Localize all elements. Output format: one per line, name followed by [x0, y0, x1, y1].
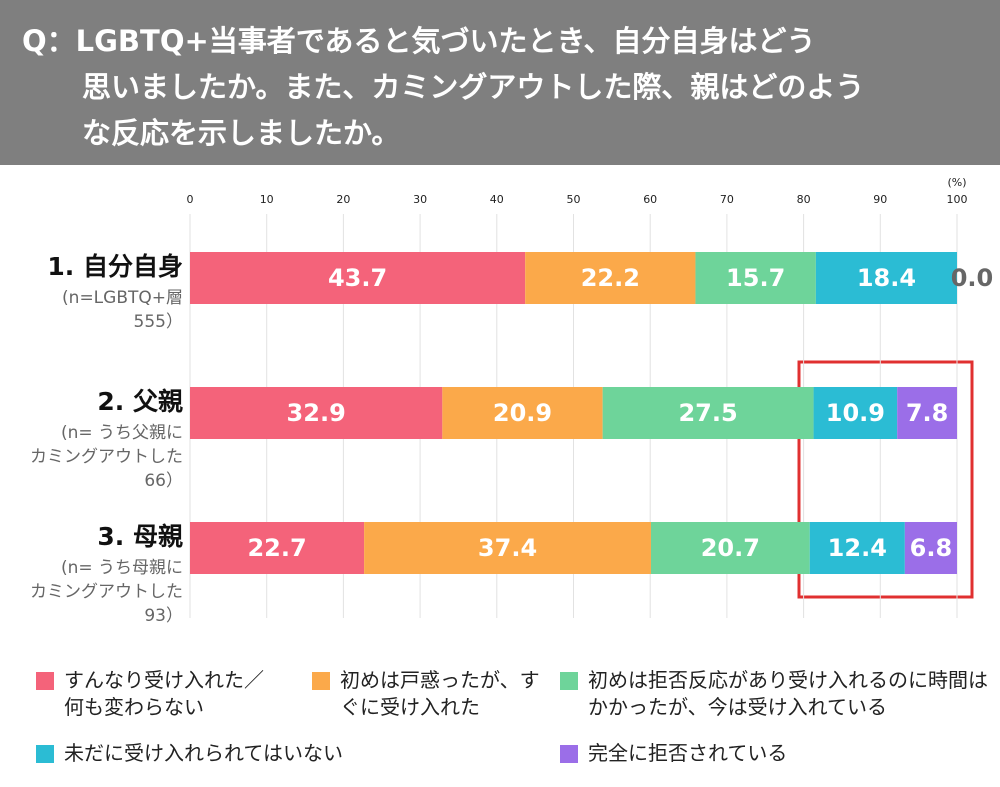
value-label: 15.7 — [726, 264, 785, 292]
value-label: 37.4 — [478, 534, 537, 562]
category-note: 555） — [134, 312, 183, 332]
legend-swatch — [312, 672, 330, 690]
bar-segment — [442, 387, 603, 439]
x-tick-label: 40 — [490, 193, 504, 206]
x-tick-label: 100 — [947, 193, 968, 206]
title-line: な反応を示しましたか。 — [82, 116, 401, 150]
value-label: 43.7 — [328, 264, 387, 292]
category-note: (n= うち父親に — [61, 423, 183, 443]
value-label: 32.9 — [287, 399, 346, 427]
legend-swatch — [560, 672, 578, 690]
bar-segment — [904, 522, 957, 574]
bar-segment — [815, 252, 957, 304]
value-label: 27.5 — [678, 399, 737, 427]
x-tick-label: 20 — [336, 193, 350, 206]
x-tick-label: 70 — [720, 193, 734, 206]
value-label: 20.9 — [493, 399, 552, 427]
bar-segment — [695, 252, 816, 304]
x-tick-label: 50 — [567, 193, 581, 206]
bar-segment — [602, 387, 814, 439]
bar-segment — [364, 522, 651, 574]
bar-segment — [897, 387, 957, 439]
x-tick-label: 60 — [643, 193, 657, 206]
bar-segment — [650, 522, 810, 574]
category-label: 2. 父親 — [97, 387, 183, 416]
x-unit: (%) — [947, 176, 966, 189]
x-tick-label: 80 — [797, 193, 811, 206]
legend-label: 完全に拒否されている — [588, 741, 788, 765]
category-note: カミングアウトした — [30, 582, 183, 602]
legend-label: 未だに受け入れられてはいない — [64, 741, 343, 765]
value-label: 18.4 — [857, 264, 916, 292]
legend-label: 初めは拒否反応があり受け入れるのに時間はかかったが、今は受け入れている — [588, 668, 988, 719]
category-note: 93） — [144, 606, 183, 626]
title-line: Q：LGBTQ+当事者であると気づいたとき、自分自身はどう — [22, 24, 816, 58]
bar-segment — [525, 252, 696, 304]
x-tick-label: 0 — [187, 193, 194, 206]
bar-segment — [809, 522, 905, 574]
value-label: 22.7 — [247, 534, 306, 562]
value-label: 20.7 — [701, 534, 760, 562]
value-label: 7.8 — [906, 399, 949, 427]
category-label: 3. 母親 — [97, 522, 183, 551]
bar-segment — [190, 387, 443, 439]
title-line: 思いましたか。また、カミングアウトした際、親はどのよう — [82, 70, 865, 104]
x-tick-label: 30 — [413, 193, 427, 206]
x-tick-label: 10 — [260, 193, 274, 206]
bar-segment — [190, 252, 526, 304]
bar-segment — [813, 387, 898, 439]
x-tick-label: 90 — [873, 193, 887, 206]
category-note: 66） — [144, 471, 183, 491]
legend-swatch — [36, 672, 54, 690]
header: Q：LGBTQ+当事者であると気づいたとき、自分自身はどう思いましたか。また、カ… — [0, 0, 1000, 165]
value-label: 22.2 — [581, 264, 640, 292]
category-note: (n= うち母親に — [61, 558, 183, 578]
value-label: 12.4 — [828, 534, 887, 562]
legend-swatch — [36, 745, 54, 763]
bar-segment — [190, 522, 365, 574]
value-label: 6.8 — [910, 534, 953, 562]
legend-label: 初めは戸惑ったが、すぐに受け入れた — [340, 668, 540, 719]
value-label: 10.9 — [826, 399, 885, 427]
category-note: (n=LGBTQ+層 — [62, 288, 183, 308]
highlight-box — [797, 360, 974, 599]
legend-swatch — [560, 745, 578, 763]
legend-label: すんなり受け入れた／何も変わらない — [64, 668, 264, 719]
category-note: カミングアウトした — [30, 447, 183, 467]
category-label: 1. 自分自身 — [47, 252, 183, 281]
value-label: 0.0 — [951, 264, 994, 292]
